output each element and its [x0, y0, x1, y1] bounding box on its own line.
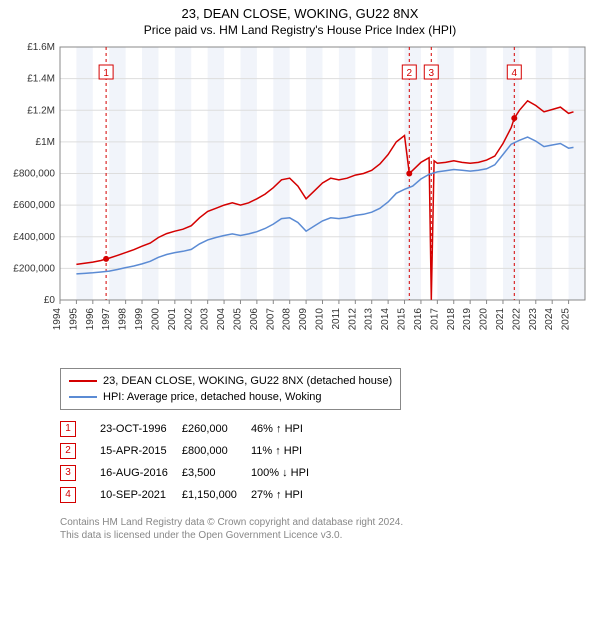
svg-text:1994: 1994 — [52, 308, 63, 331]
legend-row: 23, DEAN CLOSE, WOKING, GU22 8NX (detach… — [69, 373, 392, 389]
svg-text:2005: 2005 — [232, 308, 243, 331]
svg-text:2013: 2013 — [364, 308, 375, 331]
svg-text:2025: 2025 — [561, 308, 572, 331]
svg-text:2: 2 — [407, 68, 413, 79]
svg-text:1999: 1999 — [134, 308, 145, 331]
svg-text:£1M: £1M — [36, 137, 55, 148]
event-price: £260,000 — [182, 418, 251, 440]
svg-text:2016: 2016 — [413, 308, 424, 331]
footnote-line: This data is licensed under the Open Gov… — [60, 529, 590, 542]
event-marker: 3 — [60, 465, 76, 481]
svg-text:£200,000: £200,000 — [13, 263, 55, 274]
svg-text:2020: 2020 — [479, 308, 490, 331]
event-marker-cell: 4 — [60, 484, 100, 506]
svg-text:2001: 2001 — [167, 308, 178, 331]
svg-text:£1.4M: £1.4M — [27, 74, 55, 85]
svg-text:2006: 2006 — [249, 308, 260, 331]
svg-text:2000: 2000 — [150, 308, 161, 331]
svg-text:2024: 2024 — [544, 308, 555, 331]
event-price: £1,150,000 — [182, 484, 251, 506]
footnote-line: Contains HM Land Registry data © Crown c… — [60, 516, 590, 529]
legend-label: HPI: Average price, detached house, Woki… — [103, 389, 322, 405]
event-price: £800,000 — [182, 440, 251, 462]
legend-swatch — [69, 396, 97, 398]
svg-text:2004: 2004 — [216, 308, 227, 331]
legend-swatch — [69, 380, 97, 382]
svg-text:2012: 2012 — [347, 308, 358, 331]
svg-text:£0: £0 — [44, 295, 56, 306]
svg-text:2010: 2010 — [315, 308, 326, 331]
event-date: 23-OCT-1996 — [100, 418, 182, 440]
svg-text:3: 3 — [428, 68, 434, 79]
svg-text:1996: 1996 — [85, 308, 96, 331]
svg-text:1: 1 — [103, 68, 109, 79]
event-delta: 46% ↑ HPI — [251, 418, 323, 440]
event-delta: 11% ↑ HPI — [251, 440, 323, 462]
price-chart: £0 £200,000 £400,000 £600,000 £800,000 £1M £1.… — [10, 42, 590, 362]
svg-text:£400,000: £400,000 — [13, 232, 55, 243]
svg-text:1998: 1998 — [118, 308, 129, 331]
event-delta: 27% ↑ HPI — [251, 484, 323, 506]
footnote: Contains HM Land Registry data © Crown c… — [60, 516, 590, 542]
svg-text:2009: 2009 — [298, 308, 309, 331]
svg-text:2017: 2017 — [429, 308, 440, 331]
legend-label: 23, DEAN CLOSE, WOKING, GU22 8NX (detach… — [103, 373, 392, 389]
event-row: 1 23-OCT-1996£260,00046% ↑ HPI — [60, 418, 323, 440]
legend-row: HPI: Average price, detached house, Woki… — [69, 389, 392, 405]
event-marker: 2 — [60, 443, 76, 459]
svg-text:2003: 2003 — [200, 308, 211, 331]
svg-text:2019: 2019 — [462, 308, 473, 331]
svg-text:2011: 2011 — [331, 308, 342, 330]
svg-text:£800,000: £800,000 — [13, 169, 55, 180]
chart-title: 23, DEAN CLOSE, WOKING, GU22 8NX — [10, 6, 590, 21]
event-marker-cell: 2 — [60, 440, 100, 462]
events-table: 1 23-OCT-1996£260,00046% ↑ HPI 2 15-APR-201… — [60, 418, 323, 506]
event-row: 3 16-AUG-2016£3,500100% ↓ HPI — [60, 462, 323, 484]
svg-text:2022: 2022 — [511, 308, 522, 331]
svg-text:1995: 1995 — [68, 308, 79, 331]
event-date: 15-APR-2015 — [100, 440, 182, 462]
svg-text:1997: 1997 — [101, 308, 112, 331]
svg-text:£600,000: £600,000 — [13, 200, 55, 211]
event-marker-cell: 3 — [60, 462, 100, 484]
event-price: £3,500 — [182, 462, 251, 484]
svg-text:£1.6M: £1.6M — [27, 42, 55, 53]
svg-text:2008: 2008 — [282, 308, 293, 331]
svg-text:2015: 2015 — [397, 308, 408, 331]
svg-text:2014: 2014 — [380, 308, 391, 331]
event-marker: 4 — [60, 487, 76, 503]
svg-text:2023: 2023 — [528, 308, 539, 331]
event-date: 16-AUG-2016 — [100, 462, 182, 484]
svg-text:2018: 2018 — [446, 308, 457, 331]
event-marker-cell: 1 — [60, 418, 100, 440]
svg-text:2002: 2002 — [183, 308, 194, 331]
event-delta: 100% ↓ HPI — [251, 462, 323, 484]
svg-text:2007: 2007 — [265, 308, 276, 331]
event-marker: 1 — [60, 421, 76, 437]
chart-subtitle: Price paid vs. HM Land Registry's House … — [10, 23, 590, 37]
svg-text:£1.2M: £1.2M — [27, 105, 55, 116]
svg-text:4: 4 — [512, 68, 518, 79]
event-date: 10-SEP-2021 — [100, 484, 182, 506]
svg-text:2021: 2021 — [495, 308, 506, 331]
event-row: 2 15-APR-2015£800,00011% ↑ HPI — [60, 440, 323, 462]
event-row: 4 10-SEP-2021£1,150,00027% ↑ HPI — [60, 484, 323, 506]
legend: 23, DEAN CLOSE, WOKING, GU22 8NX (detach… — [60, 368, 401, 410]
